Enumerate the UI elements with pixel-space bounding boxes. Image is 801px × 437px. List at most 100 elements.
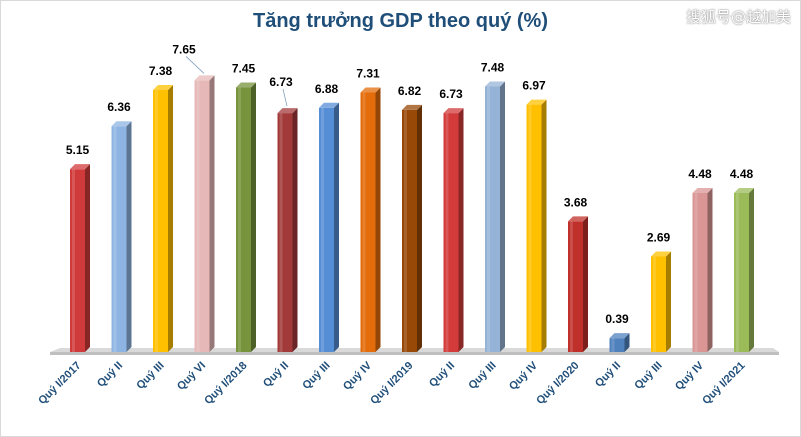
bar-side	[458, 108, 464, 353]
bar-side	[168, 85, 173, 352]
bar	[319, 102, 339, 352]
bar-highlight	[653, 256, 656, 352]
category-tick-label: Quý II	[95, 360, 125, 390]
bar	[609, 333, 630, 352]
bar	[651, 251, 671, 352]
bar-front	[692, 192, 708, 352]
bar	[402, 104, 422, 352]
bar-highlight	[694, 192, 698, 352]
value-label: 3.68	[564, 195, 588, 209]
value-label: 2.69	[647, 231, 671, 245]
bar-top	[402, 104, 422, 110]
bar	[153, 85, 173, 352]
label-leader-line	[282, 88, 288, 107]
value-label: 6.97	[522, 79, 546, 93]
bar-highlight	[362, 92, 366, 353]
bar-highlight	[404, 109, 407, 352]
bar-highlight	[445, 113, 449, 353]
category-tick-label: Quý II	[593, 360, 623, 390]
value-label: 7.65	[172, 42, 196, 56]
bar	[568, 216, 588, 352]
category-tick-label: Quý I/2019	[368, 360, 415, 407]
bar-top	[651, 251, 671, 257]
bar-top	[194, 75, 215, 81]
bar-front	[70, 169, 85, 352]
bar-front	[402, 109, 417, 352]
bar-side	[624, 333, 630, 352]
bar-side	[541, 99, 547, 352]
bar-front	[568, 221, 583, 352]
bar	[526, 99, 547, 352]
category-tick-label: Quý IV	[507, 359, 541, 393]
value-label: 6.82	[398, 84, 422, 98]
bar	[443, 108, 464, 353]
bar-front	[734, 192, 749, 352]
bar-front	[319, 107, 334, 352]
category-tick-label: Quý IV	[673, 359, 707, 393]
value-label: 7.31	[356, 66, 380, 80]
bar-highlight	[279, 113, 283, 353]
bar-top	[568, 216, 588, 222]
bar-front	[277, 113, 293, 353]
category-tick-label: Quý VI	[175, 360, 208, 393]
value-label: 7.45	[232, 62, 256, 76]
chart-floor-edge	[50, 352, 779, 355]
bar-highlight	[321, 107, 324, 352]
bar	[692, 187, 713, 352]
bar-front	[194, 80, 210, 353]
category-tick-label: Quý I/2017	[36, 360, 83, 407]
bar-highlight	[72, 169, 75, 352]
bar-side	[85, 164, 90, 352]
category-tick-label: Quý II	[261, 360, 291, 390]
bar-side	[126, 121, 132, 352]
value-label: 6.88	[315, 82, 339, 96]
value-label: 4.48	[730, 167, 754, 181]
value-label: 5.15	[66, 143, 90, 157]
bar-top	[443, 108, 464, 114]
bar-highlight	[611, 338, 615, 352]
value-label: 7.48	[481, 60, 505, 74]
bar-side	[375, 87, 381, 353]
bar	[485, 81, 505, 353]
watermark: 搜狐号@越加美	[685, 8, 791, 26]
bar-front	[443, 113, 459, 353]
category-tick-label: Quý II	[427, 360, 457, 390]
bar-side	[334, 102, 339, 352]
bar-highlight	[196, 80, 200, 353]
bar-top	[734, 187, 754, 193]
bar-side	[251, 82, 256, 353]
bar	[236, 82, 256, 353]
value-label: 6.73	[269, 75, 293, 89]
bar-top	[319, 102, 339, 108]
bar	[194, 75, 215, 353]
bar-side	[209, 75, 215, 353]
bar-top	[70, 164, 90, 170]
bar-top	[485, 81, 505, 87]
category-tick-label: Quý III	[466, 360, 498, 392]
bar-highlight	[487, 86, 490, 353]
bar	[360, 87, 381, 353]
bar-front	[651, 256, 666, 352]
bar-top	[153, 85, 173, 91]
bar-highlight	[570, 221, 573, 352]
bar	[111, 121, 132, 352]
bar-side	[749, 187, 754, 352]
category-tick-label: Quý I/2020	[534, 360, 581, 407]
bar-top	[236, 82, 256, 88]
bar-highlight	[238, 87, 241, 353]
bar-top	[609, 333, 630, 339]
bar-front	[609, 338, 625, 352]
bar-highlight	[736, 192, 739, 352]
bar-front	[236, 87, 251, 353]
value-label: 0.39	[605, 312, 629, 326]
bar-top	[111, 121, 132, 127]
bar-top	[526, 99, 547, 105]
bar-side	[500, 81, 505, 353]
bar-highlight	[155, 90, 158, 352]
bar-front	[153, 90, 168, 352]
bar	[70, 164, 90, 352]
category-tick-label: Quý I/2018	[202, 360, 249, 407]
bar-highlight	[113, 126, 117, 352]
value-label: 6.36	[107, 100, 131, 114]
bar-side	[707, 187, 713, 352]
